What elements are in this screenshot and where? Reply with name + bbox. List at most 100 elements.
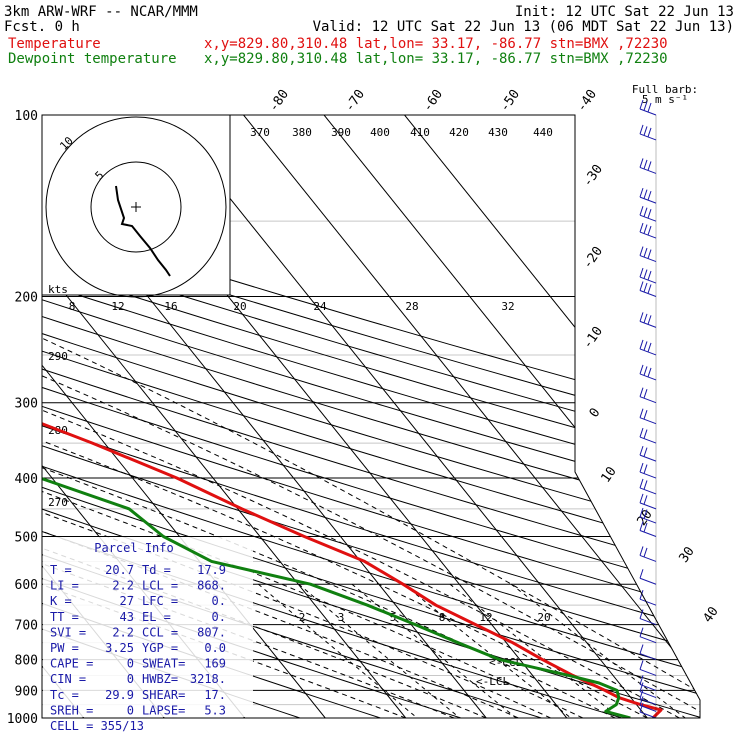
wind-barb-flag [643, 189, 648, 199]
temp-tick-label: -80 [266, 87, 292, 115]
theta-label: 370 [250, 126, 270, 139]
parcel-info-panel [43, 537, 253, 717]
parcel-key: LI = [50, 579, 79, 593]
parcel-key: LCL = [142, 579, 178, 593]
wind-barb-flag [639, 387, 644, 397]
wind-barb-flag [643, 207, 648, 217]
pressure-tick-label: 800 [15, 654, 38, 669]
wind-barb-shaft [639, 691, 657, 699]
wind-barb-shaft [639, 530, 657, 537]
wind-barb-flag [639, 521, 644, 531]
wind-barb-flag [639, 569, 644, 579]
hodograph-speed-label: 32 [501, 300, 514, 313]
moist-adiabat-line [42, 296, 616, 718]
parcel-value: 0 [127, 703, 134, 717]
lcl-label: <-LCL [476, 675, 509, 688]
wind-barb [639, 158, 657, 174]
hodograph-speed-label: 8 [69, 300, 76, 313]
moist-adiabat-line [42, 296, 700, 718]
wind-barb-flag [639, 267, 644, 278]
dry-adiabat-line [42, 115, 700, 718]
dry-adiabat-line [42, 115, 462, 718]
wind-barb-shaft [639, 516, 657, 524]
wind-barb [639, 206, 657, 222]
mixing-ratio-label: 20 [537, 611, 550, 624]
wind-barb [639, 569, 657, 585]
wind-barb-flag [639, 364, 644, 375]
isotherm-line [42, 115, 407, 718]
wind-barb-flag [639, 124, 644, 135]
pressure-tick-label: 100 [15, 109, 38, 124]
wind-barb-shaft [639, 417, 657, 425]
wind-barb-flag [639, 675, 644, 685]
wind-barb [639, 427, 657, 444]
wind-barb-flag [639, 427, 644, 438]
wind-barb [639, 387, 657, 404]
dry-adiabat-line [42, 115, 700, 718]
hodograph-speed-label: 28 [405, 300, 418, 313]
wind-barb-flag [639, 408, 644, 418]
temp-tick-label: -20 [580, 244, 606, 272]
pressure-tick-label: 300 [15, 397, 38, 412]
wind-barb [639, 546, 657, 562]
wind-barb-shaft [639, 471, 657, 479]
parcel-key: EL = [142, 610, 171, 624]
dry-adiabat-line [42, 115, 700, 718]
parcel-value: 0 [127, 672, 134, 686]
parcel-value: 43 [120, 610, 134, 624]
wind-barb-flag [643, 447, 648, 457]
parcel-value: 3218. [190, 672, 226, 686]
temperature-location: x,y=829.80,310.48 lat,lon= 33.17, -86.77… [204, 36, 668, 52]
valid-time: Valid: 12 UTC Sat 22 Jun 13 (06 MDT Sat … [313, 19, 734, 35]
dry-adiabat-line [42, 115, 700, 718]
wind-barb-shaft [639, 436, 657, 444]
wind-barb-flag [647, 342, 652, 353]
wind-barb-flag [639, 99, 644, 110]
parcel-key: CIN = [50, 672, 86, 686]
wind-barb [639, 627, 657, 644]
parcel-key: K = [50, 594, 72, 608]
hodograph-speed-label: 20 [233, 300, 246, 313]
temp-tick-label: 10 [598, 464, 619, 485]
wind-barb-flag [647, 190, 652, 201]
wind-barb-flag [639, 609, 644, 619]
wind-barb [639, 339, 657, 356]
wind-barb-flag [643, 495, 648, 505]
wind-barb-flag [643, 341, 648, 351]
init-time: Init: 12 UTC Sat 22 Jun 13 [515, 4, 734, 20]
parcel-key: Tc = [50, 688, 79, 702]
wind-barb-flag [639, 702, 644, 713]
forecast-hour: Fcst. 0 h [4, 19, 80, 35]
parcel-key: LAPSE= [142, 703, 185, 717]
parcel-value: 29.9 [105, 688, 134, 702]
wind-barb [639, 609, 657, 626]
wind-barb-flag [643, 159, 648, 170]
dry-adiabat-line [42, 115, 700, 718]
wind-barb-flag [643, 126, 648, 136]
wind-barb-flag [643, 101, 648, 111]
parcel-value: 17.9 [197, 563, 226, 577]
plot-border [41, 114, 701, 719]
wind-barb-shaft [639, 487, 657, 495]
dewpoint-location: x,y=829.80,310.48 lat,lon= 33.17, -86.77… [204, 51, 668, 67]
wind-barb [639, 702, 657, 719]
isotherm-line [243, 115, 700, 718]
wind-barb [639, 675, 657, 691]
wind-barb-flag [643, 410, 648, 420]
wind-barb-flag [639, 627, 644, 637]
parcel-value: 27 [120, 594, 134, 608]
wind-barb-flag [647, 315, 652, 325]
wind-barb [639, 696, 657, 712]
mixing-ratio-label: 8 [439, 611, 446, 624]
wind-barb-flag [639, 158, 644, 168]
temp-tick-label: -60 [420, 87, 446, 115]
isotherm-line [404, 115, 700, 718]
dry-adiabat-line [42, 115, 700, 718]
wind-barb-flag [647, 209, 652, 219]
wind-barb [639, 267, 657, 284]
wind-barb-flag [639, 696, 644, 706]
hodograph-speed-label: 12 [111, 300, 124, 313]
wind-barb-flag [639, 445, 644, 456]
wind-barb-flag [647, 127, 652, 138]
